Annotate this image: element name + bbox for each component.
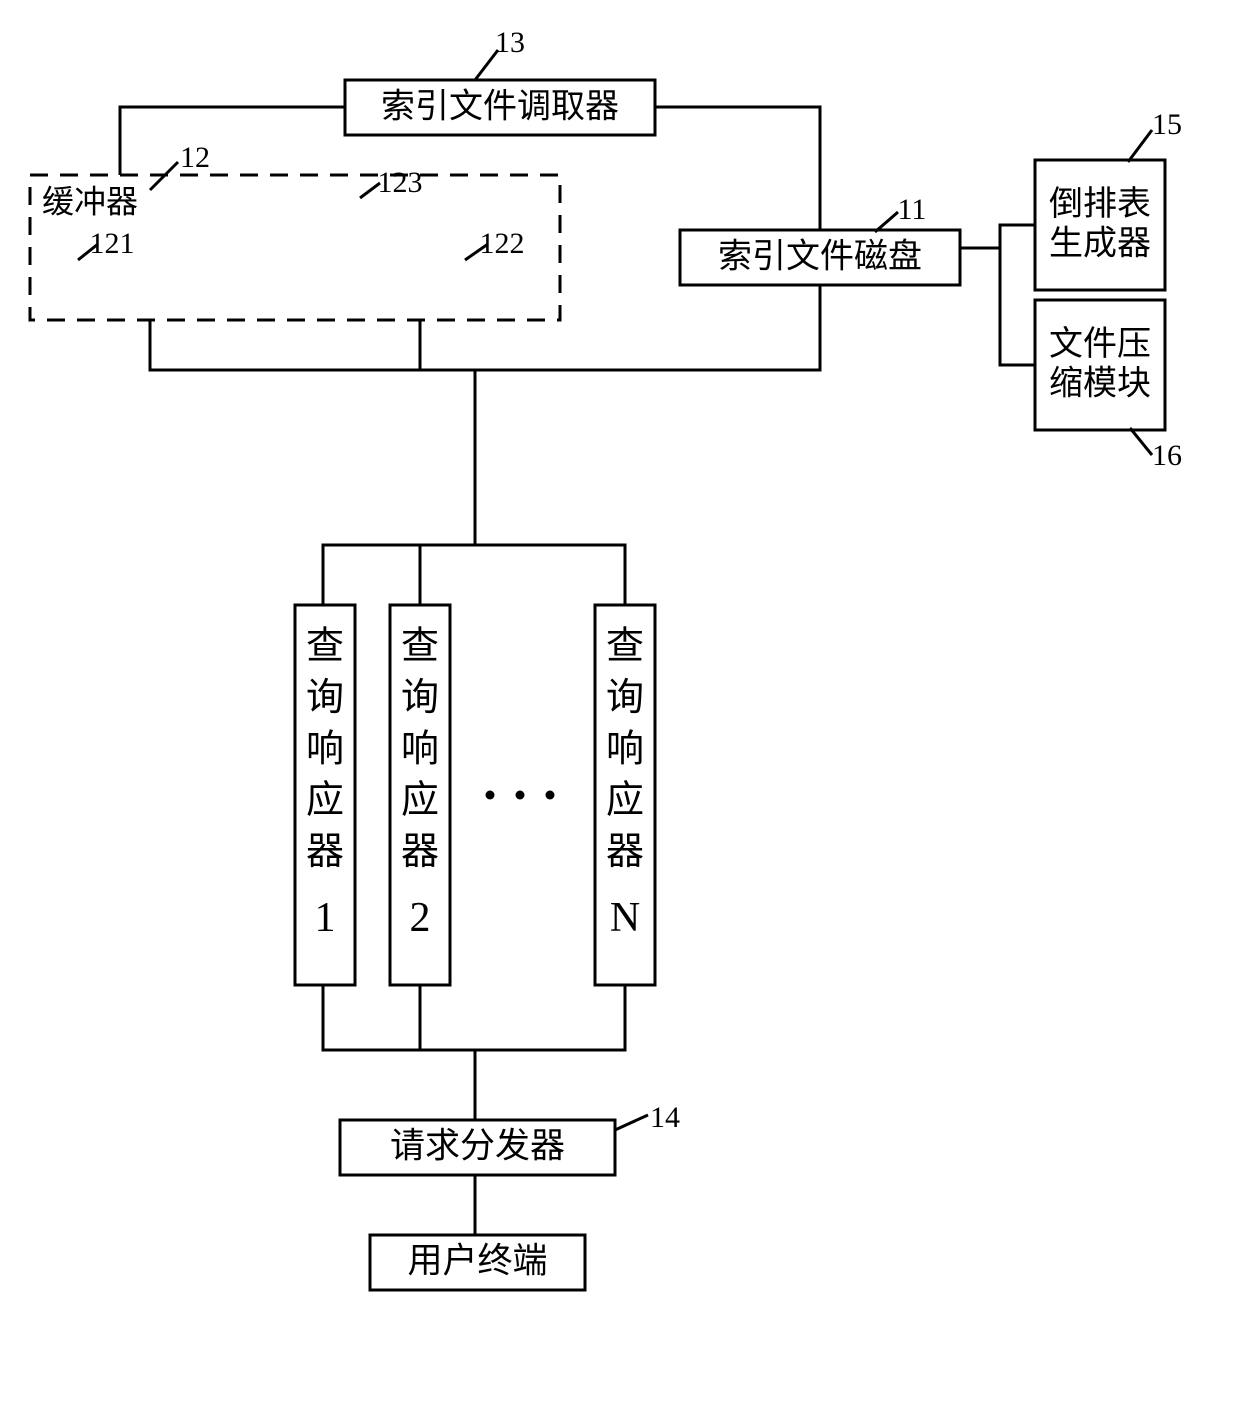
n16-refnum: 16 xyxy=(1152,439,1182,472)
respN-char-4: 器 xyxy=(606,831,644,873)
node-n13: 索引文件调取器 xyxy=(345,80,655,135)
respN-char-1: 询 xyxy=(606,677,644,719)
connector xyxy=(1000,248,1035,365)
n13-refnum: 13 xyxy=(495,26,525,59)
n15-callout-tick xyxy=(1128,130,1152,162)
respN-suffix: N xyxy=(610,895,640,941)
n15-label-line0: 倒排表 xyxy=(1049,185,1151,223)
resp1-char-4: 器 xyxy=(306,831,344,873)
respN-char-2: 响 xyxy=(606,728,644,770)
n15-label-line1: 生成器 xyxy=(1049,224,1151,262)
node-n11: 索引文件磁盘 xyxy=(680,230,960,285)
node-user: 用户终端 xyxy=(370,1235,585,1290)
n12_group-refnum: 12 xyxy=(180,141,210,174)
ellipsis-dot xyxy=(516,791,525,800)
connector xyxy=(960,225,1035,248)
ellipsis-dot xyxy=(486,791,495,800)
n16-callout-tick xyxy=(1130,428,1152,455)
resp1-char-1: 询 xyxy=(306,677,344,719)
resp2-suffix: 2 xyxy=(410,895,431,941)
respN-char-3: 应 xyxy=(606,780,644,822)
n13-label: 索引文件调取器 xyxy=(381,87,619,125)
system-block-diagram: 索引文件调取器缓冲控制单元第一缓冲区第二缓冲区索引文件磁盘请求分发器用户终端缓冲… xyxy=(0,0,1240,1406)
n14-callout-tick xyxy=(615,1115,648,1130)
n121-refnum: 121 xyxy=(90,227,135,260)
connector xyxy=(150,320,475,605)
respN-char-0: 查 xyxy=(606,626,644,668)
n11-label: 索引文件磁盘 xyxy=(718,237,922,275)
node-n14: 请求分发器 xyxy=(340,1120,615,1175)
resp1-char-3: 应 xyxy=(306,780,344,822)
node-n16: 文件压缩模块 xyxy=(1035,300,1165,430)
node-n15: 倒排表生成器 xyxy=(1035,160,1165,290)
n16-label-line1: 缩模块 xyxy=(1049,364,1151,402)
resp2-char-2: 响 xyxy=(401,728,439,770)
n122-refnum: 122 xyxy=(480,227,525,260)
ellipsis-dot xyxy=(546,791,555,800)
node-resp2: 查询响应器 2 xyxy=(390,605,450,985)
resp1-char-2: 响 xyxy=(306,728,344,770)
resp1-suffix: 1 xyxy=(315,895,336,941)
connector xyxy=(323,545,625,605)
resp2-char-3: 应 xyxy=(401,780,439,822)
n11-refnum: 11 xyxy=(898,193,927,226)
node-respN: 查询响应器N xyxy=(595,605,655,985)
n16-label-line0: 文件压 xyxy=(1049,325,1151,363)
resp2-char-4: 器 xyxy=(401,831,439,873)
n12-label: 缓冲器 xyxy=(42,183,138,219)
n123-refnum: 123 xyxy=(378,166,423,199)
connector xyxy=(120,107,345,175)
connector xyxy=(323,985,625,1050)
node-resp1: 查询响应器 1 xyxy=(295,605,355,985)
connector xyxy=(655,107,820,230)
resp2-char-1: 询 xyxy=(401,677,439,719)
user-label: 用户终端 xyxy=(407,1242,547,1281)
n14-label: 请求分发器 xyxy=(390,1127,565,1166)
resp1-char-0: 查 xyxy=(306,626,344,668)
n15-refnum: 15 xyxy=(1152,108,1182,141)
n14-refnum: 14 xyxy=(650,1101,680,1134)
resp2-char-0: 查 xyxy=(401,626,439,668)
